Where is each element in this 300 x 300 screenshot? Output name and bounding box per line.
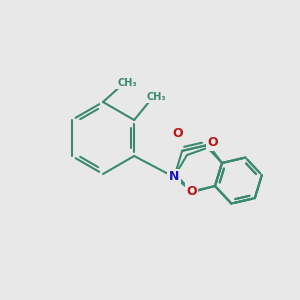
- Text: O: O: [186, 185, 197, 198]
- Text: O: O: [173, 127, 183, 140]
- Text: N: N: [169, 170, 179, 184]
- Text: CH₃: CH₃: [117, 78, 137, 88]
- Text: CH₃: CH₃: [146, 92, 166, 102]
- Text: O: O: [208, 136, 218, 149]
